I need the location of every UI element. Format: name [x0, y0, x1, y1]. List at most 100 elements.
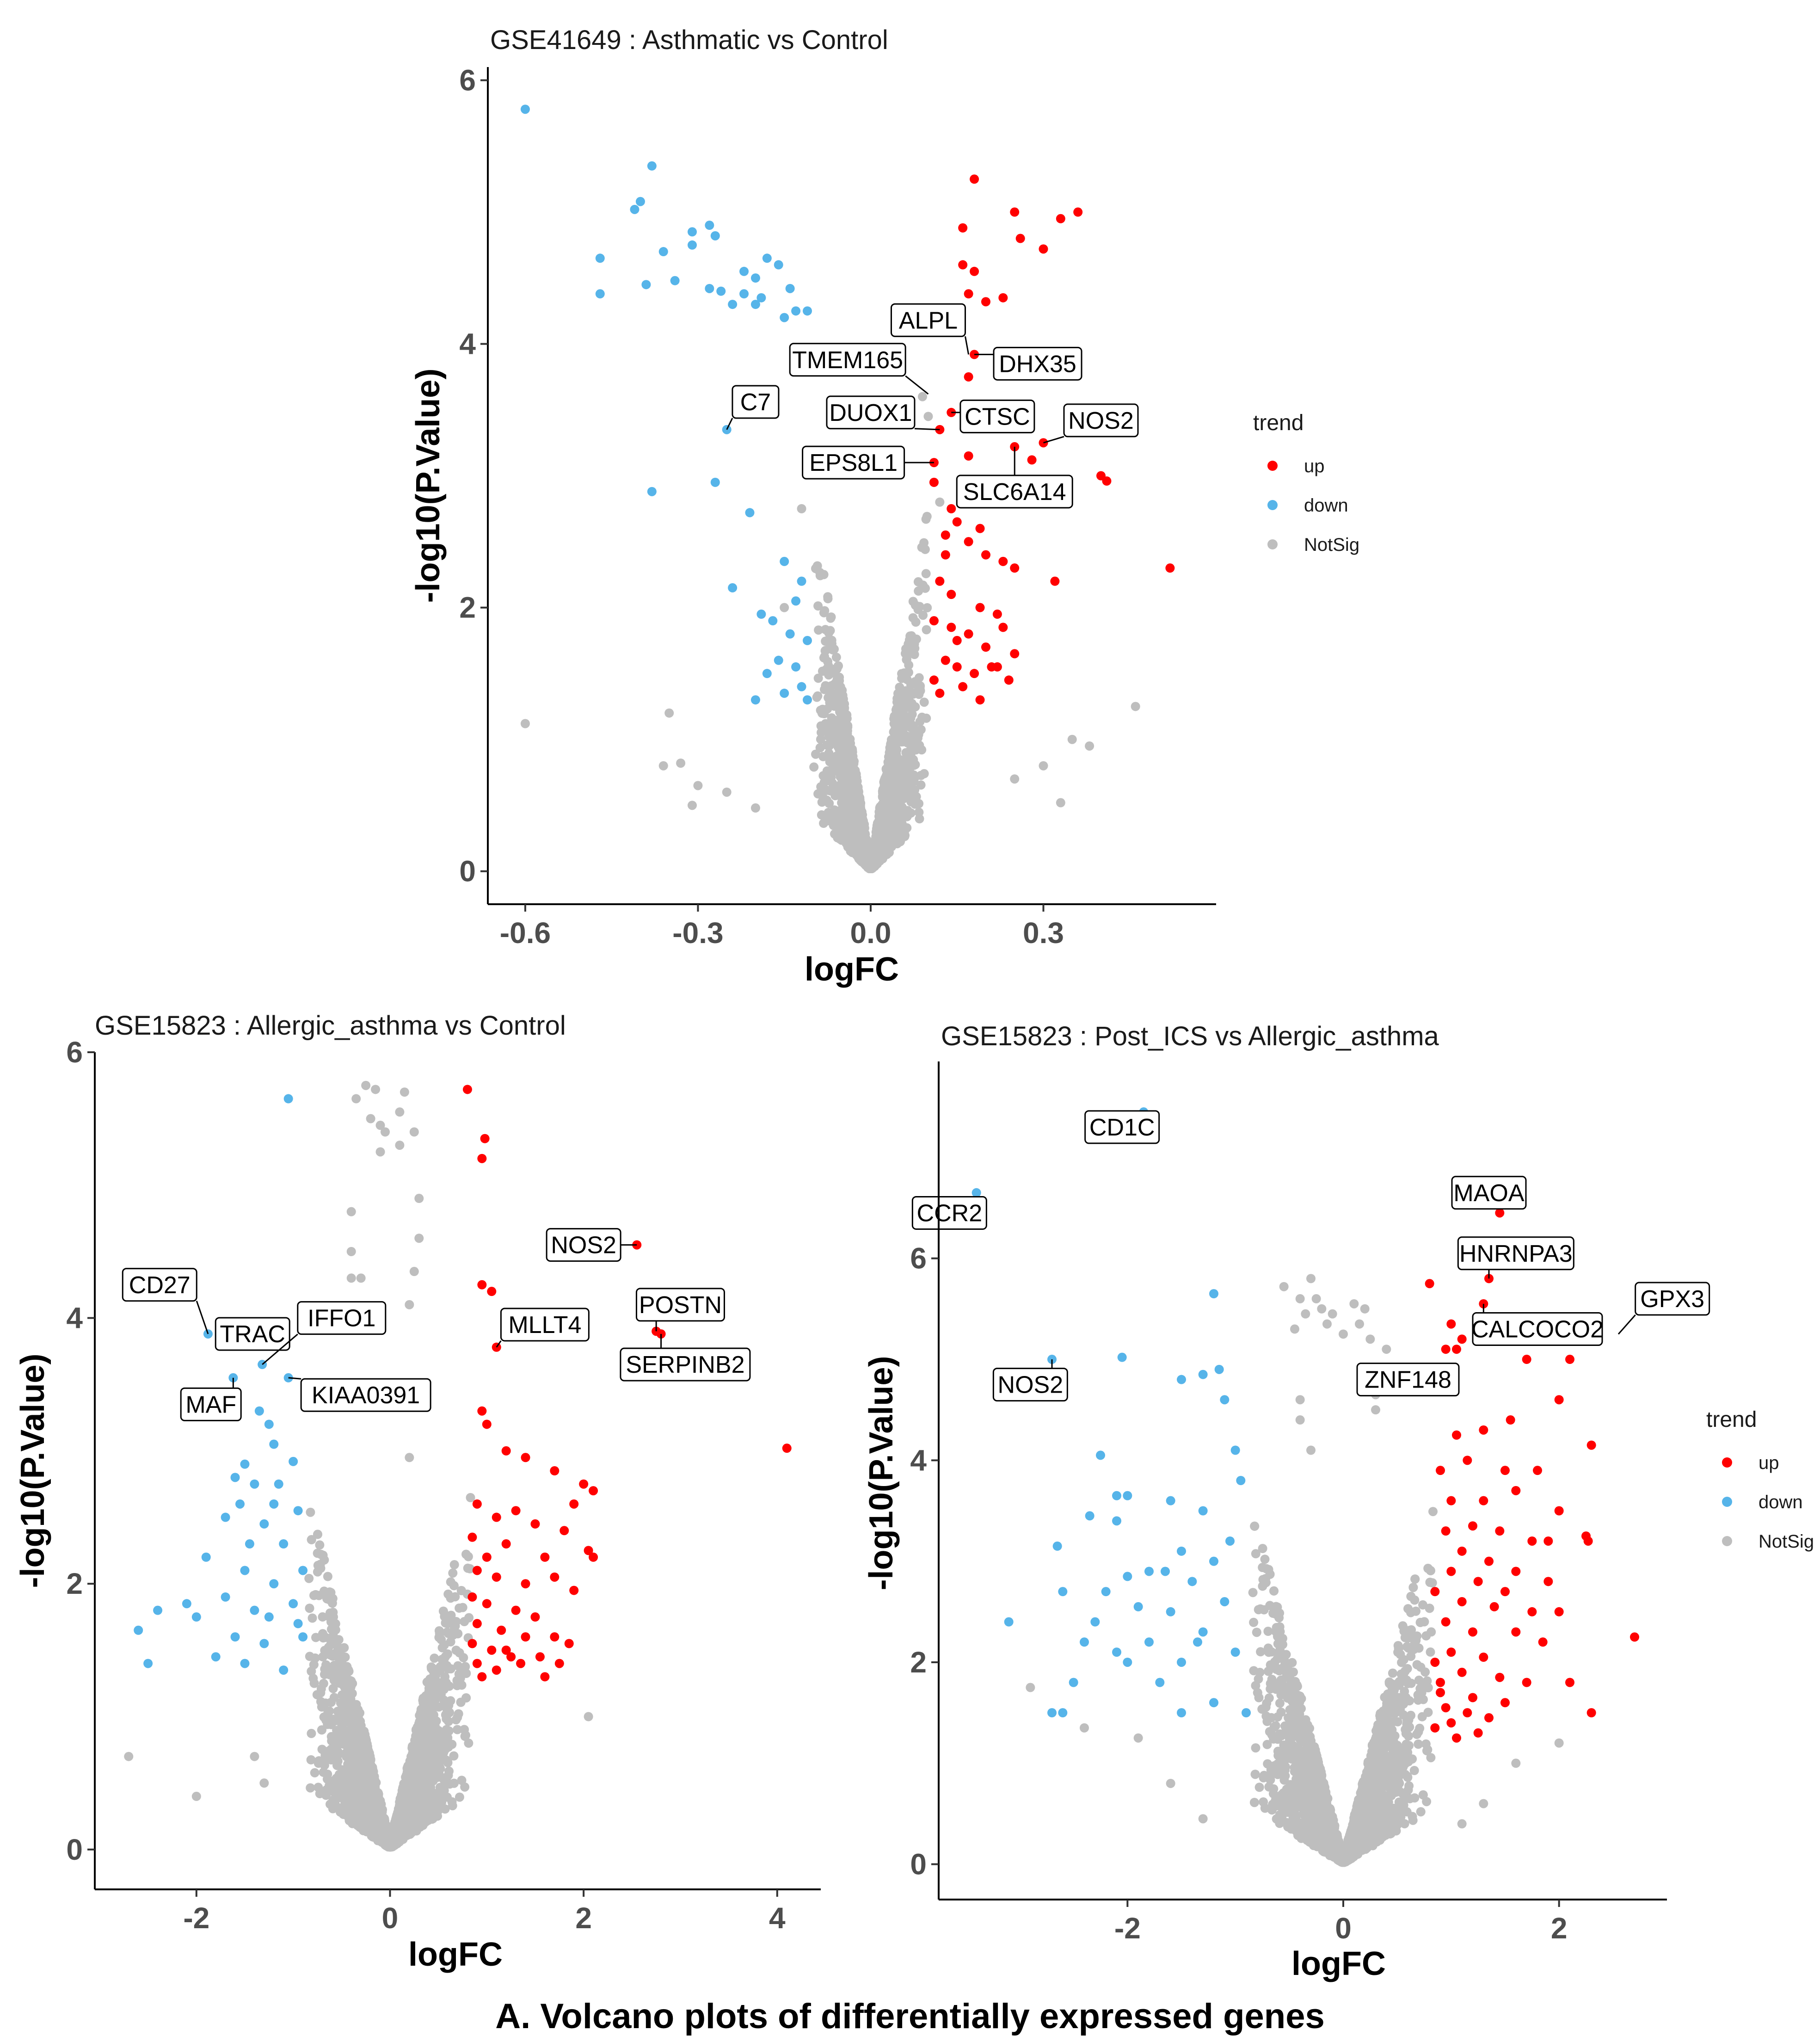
notsig-point [822, 636, 832, 646]
legend1-notsig-dot [1267, 539, 1278, 549]
notsig-point [455, 1603, 464, 1613]
notsig-point [891, 812, 901, 821]
up-point [550, 1632, 560, 1642]
notsig-point [411, 1801, 421, 1810]
down-point [221, 1512, 230, 1522]
up-point [1015, 234, 1025, 243]
panel1-x-label: logFC [805, 951, 899, 988]
up-point [550, 1572, 560, 1582]
notsig-point [364, 1826, 374, 1836]
notsig-point [319, 1712, 329, 1722]
notsig-point [340, 1774, 349, 1783]
notsig-point [466, 1493, 475, 1502]
notsig-point [902, 655, 911, 665]
notsig-point [405, 1300, 414, 1309]
up-point [584, 1546, 593, 1555]
notsig-point [826, 613, 836, 623]
notsig-point [259, 1778, 269, 1788]
legend1-title: trend [1253, 411, 1304, 435]
up-point [1027, 455, 1037, 465]
up-point [477, 1406, 487, 1416]
label-text: NOS2 [551, 1232, 616, 1259]
up-point [579, 1479, 589, 1489]
up-point [947, 504, 956, 513]
notsig-point [884, 752, 893, 762]
notsig-point [346, 1273, 356, 1283]
notsig-point [892, 763, 902, 772]
notsig-point [336, 1713, 346, 1723]
notsig-point [451, 1646, 461, 1655]
notsig-point [440, 1737, 450, 1747]
notsig-point [879, 840, 888, 850]
down-point [191, 1612, 201, 1622]
y-tick-label: 2 [66, 1567, 83, 1600]
label-text: CD27 [129, 1272, 191, 1299]
label-box [993, 346, 1082, 381]
notsig-point [905, 746, 915, 755]
notsig-point [921, 569, 931, 579]
label-box [1063, 403, 1139, 438]
legend1-up-dot [1267, 461, 1278, 471]
down-point [716, 286, 726, 296]
up-point [992, 609, 1002, 619]
notsig-point [837, 728, 847, 738]
gene-label: SLC6A14 [956, 446, 1073, 509]
notsig-point [448, 1568, 458, 1578]
notsig-point [316, 1688, 326, 1697]
notsig-point [371, 1085, 381, 1094]
notsig-point [448, 1801, 457, 1811]
notsig-point [1067, 734, 1077, 744]
notsig-point [408, 1748, 418, 1758]
notsig-point [461, 1549, 471, 1559]
notsig-point [395, 1107, 405, 1117]
notsig-point [819, 653, 829, 663]
notsig-point [862, 842, 872, 851]
panel2-notsig-points [124, 1080, 593, 1801]
down-point [201, 1552, 211, 1562]
x-tick-label: -0.6 [500, 916, 551, 950]
notsig-point [834, 684, 844, 694]
down-point [153, 1605, 163, 1615]
notsig-point [313, 1530, 322, 1539]
notsig-point [901, 698, 911, 708]
y-tick-label: 4 [66, 1302, 83, 1335]
down-point [293, 1506, 303, 1516]
down-point [235, 1499, 245, 1509]
notsig-point [890, 771, 900, 780]
notsig-point [339, 1643, 349, 1653]
down-point [641, 280, 651, 290]
down-point [211, 1652, 221, 1662]
notsig-point [310, 1768, 320, 1777]
notsig-point [360, 1789, 369, 1798]
up-point [589, 1486, 598, 1496]
up-point [467, 1592, 477, 1602]
up-point [941, 530, 950, 540]
up-point [482, 1552, 492, 1562]
notsig-point [907, 788, 917, 797]
up-point [501, 1539, 511, 1549]
notsig-point [457, 1680, 467, 1690]
notsig-point [449, 1751, 459, 1761]
notsig-point [307, 1535, 316, 1544]
legend1-down-label: down [1304, 495, 1348, 516]
up-point [472, 1499, 482, 1509]
notsig-point [430, 1789, 440, 1798]
y-tick-label: 6 [66, 1036, 83, 1069]
label-text: EPS8L1 [809, 450, 898, 476]
up-point [970, 669, 979, 679]
notsig-point [346, 1207, 356, 1216]
up-point [998, 293, 1008, 302]
notsig-point [414, 1194, 424, 1203]
y-tick-label: 6 [459, 64, 476, 97]
up-point [569, 1499, 579, 1509]
gene-label: TMEM165 [789, 343, 929, 395]
notsig-point [422, 1753, 432, 1763]
notsig-point [878, 847, 887, 857]
notsig-point [837, 830, 847, 839]
notsig-point [418, 1698, 428, 1708]
up-point [941, 655, 950, 665]
down-point [635, 197, 645, 206]
notsig-point [904, 807, 913, 817]
gene-label: DHX35 [974, 346, 1082, 381]
